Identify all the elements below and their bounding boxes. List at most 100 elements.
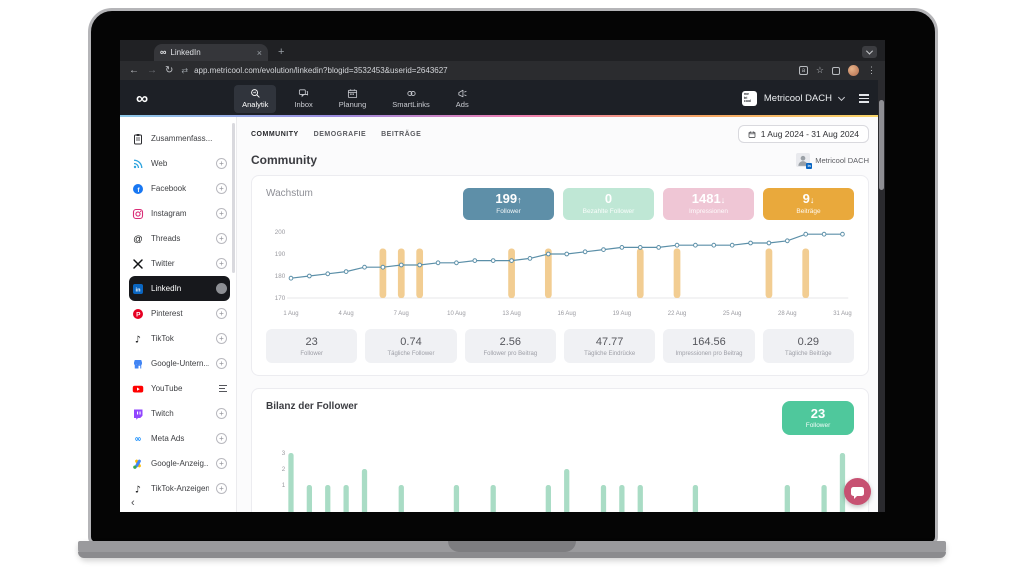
tiktok-ads-icon: ♪	[132, 483, 144, 495]
site-info-icon[interactable]: ⇄	[181, 66, 189, 75]
sidebar-item-tiktok[interactable]: ♪ TikTok	[129, 326, 230, 351]
add-connection-icon[interactable]	[216, 333, 227, 344]
sidebar-item-google-unternehmen[interactable]: Google-Untern...	[129, 351, 230, 376]
add-connection-icon[interactable]	[216, 158, 227, 169]
growth-card-title: Wachstum	[266, 188, 313, 199]
add-connection-icon[interactable]	[216, 483, 227, 494]
sidebar-item-twitch[interactable]: Twitch	[129, 401, 230, 426]
svg-text:2: 2	[282, 466, 286, 473]
add-connection-icon[interactable]	[216, 233, 227, 244]
date-range-picker[interactable]: 1 Aug 2024 - 31 Aug 2024	[737, 125, 869, 143]
add-connection-icon[interactable]	[216, 208, 227, 219]
add-connection-icon[interactable]	[216, 183, 227, 194]
nav-inbox[interactable]: Inbox	[286, 85, 320, 113]
sidebar-item-google-anzeigen[interactable]: Google-Anzeig...	[129, 451, 230, 476]
sidebar-item-label: Twitch	[151, 409, 174, 418]
add-connection-icon[interactable]	[216, 258, 227, 269]
add-connection-icon[interactable]	[216, 408, 227, 419]
tab-community[interactable]: COMMUNITY	[251, 130, 299, 138]
chevron-down-icon[interactable]	[837, 93, 846, 102]
sidebar-item-linkedin[interactable]: in LinkedIn	[129, 276, 230, 301]
youtube-icon	[132, 383, 144, 395]
browser-profile-avatar[interactable]	[848, 65, 859, 76]
tab-beitraege[interactable]: BEITRÄGE	[381, 130, 422, 138]
sidebar-item-meta-ads[interactable]: ∞ Meta Ads	[129, 426, 230, 451]
stat-daily-posts: 0.29 Tägliche Beiträge	[762, 328, 854, 363]
tab-close-icon[interactable]: ×	[256, 47, 262, 58]
instagram-icon	[132, 208, 144, 220]
add-connection-icon[interactable]	[216, 358, 227, 369]
google-ads-icon	[132, 458, 144, 470]
svg-text:@: @	[133, 234, 143, 245]
nav-label: Planung	[338, 99, 367, 109]
add-connection-icon[interactable]	[216, 458, 227, 469]
sidebar-item-zusammenfassung[interactable]: Zusammenfass...	[129, 126, 230, 151]
linkedin-icon: in	[132, 283, 144, 295]
tab-title: LinkedIn	[170, 48, 201, 57]
add-connection-icon[interactable]	[216, 433, 227, 444]
follower-balance-card: Bilanz der Follower 23 Follower 3 2 1	[251, 387, 869, 512]
sidebar-item-pinterest[interactable]: P Pinterest	[129, 301, 230, 326]
metricool-logo[interactable]: ∞	[136, 89, 149, 108]
chat-bubble-icon	[851, 487, 864, 499]
reload-icon[interactable]: ↻	[165, 64, 174, 76]
follower-growth-chart[interactable]: 200 190 180 170 1 Aug 4 Aug 7 Aug 10 Aug 13 Aug 1…	[266, 224, 854, 321]
sidebar-item-tiktok-anzeigen[interactable]: ♪ TikTok-Anzeigen	[129, 476, 230, 501]
sidebar-collapse-icon[interactable]: ‹	[131, 497, 135, 509]
chat-widget-button[interactable]	[844, 478, 871, 505]
browser-menu-icon[interactable]	[867, 66, 876, 75]
nav-label: Ads	[455, 99, 469, 109]
tab-demografie[interactable]: DEMOGRAFIE	[313, 130, 367, 138]
storefront-icon	[132, 358, 144, 370]
page-scrollbar[interactable]	[878, 80, 885, 512]
clipboard-icon	[132, 133, 144, 145]
twitch-icon	[132, 408, 144, 420]
growth-badges: 199↑ Follower 0 Bezahlte Follower 1481↓ …	[463, 188, 854, 220]
account-logo-chip: me tri cool	[741, 91, 757, 106]
translate-icon[interactable]	[798, 66, 808, 75]
nav-planung[interactable]: Planung	[331, 85, 375, 113]
arrow-down-icon: ↓	[720, 195, 726, 205]
posts-badge: 9↓ Beiträge	[763, 188, 854, 220]
browser-address-bar: ← → ↻ ⇄ app.metricool.com/evolution/link…	[120, 61, 885, 80]
bookmark-star-icon[interactable]	[816, 66, 824, 75]
stat-daily-followers: 0.74 Tägliche Follower	[365, 328, 457, 363]
browser-tab-linkedin[interactable]: ∞ LinkedIn ×	[154, 44, 268, 61]
svg-text:3: 3	[282, 450, 286, 457]
scrollbar-thumb[interactable]	[879, 100, 884, 190]
nav-ads[interactable]: Ads	[448, 85, 477, 113]
sidebar-item-web[interactable]: Web	[129, 151, 230, 176]
calendar-icon	[347, 88, 358, 98]
svg-text:7 Aug: 7 Aug	[394, 311, 409, 317]
impressions-badge: 1481↓ Impressionen	[663, 188, 754, 220]
ranking-list-icon[interactable]	[219, 384, 227, 393]
sidebar-item-twitter[interactable]: Twitter	[129, 251, 230, 276]
browser-window: ∞ LinkedIn × + ← → ↻ ⇄ app.metricool.com…	[120, 40, 885, 512]
svg-text:200: 200	[275, 229, 286, 236]
hamburger-menu-icon[interactable]	[859, 94, 869, 103]
extensions-icon[interactable]	[832, 66, 840, 75]
sidebar-scrollbar[interactable]	[232, 123, 235, 273]
metricool-favicon-icon: ∞	[160, 47, 167, 57]
paid-followers-badge: 0 Bezahlte Follower	[563, 188, 654, 220]
nav-analytik[interactable]: Analytik	[234, 84, 277, 113]
page-title-row: Community in Metricool DACH	[251, 153, 869, 169]
follower-balance-chart[interactable]: 3 2 1	[266, 439, 854, 512]
back-icon[interactable]: ←	[129, 64, 139, 76]
add-connection-icon[interactable]	[216, 308, 227, 319]
sidebar-item-threads[interactable]: @ Threads	[129, 226, 230, 251]
url-field[interactable]: ⇄ app.metricool.com/evolution/linkedin?b…	[181, 66, 791, 75]
new-tab-button[interactable]: +	[278, 46, 285, 58]
forward-icon[interactable]: →	[147, 64, 157, 76]
sidebar-item-youtube[interactable]: YouTube	[129, 376, 230, 401]
pinterest-icon: P	[132, 308, 144, 320]
sidebar-item-facebook[interactable]: f Facebook	[129, 176, 230, 201]
tab-search-button[interactable]	[862, 46, 877, 58]
account-switcher[interactable]: Metricool DACH	[763, 93, 832, 104]
url-text: app.metricool.com/evolution/linkedin?blo…	[194, 66, 448, 75]
facebook-icon: f	[132, 183, 144, 195]
nav-smartlinks[interactable]: SmartLinks	[384, 85, 438, 113]
arrow-up-icon: ↑	[517, 195, 522, 205]
sidebar-item-instagram[interactable]: Instagram	[129, 201, 230, 226]
